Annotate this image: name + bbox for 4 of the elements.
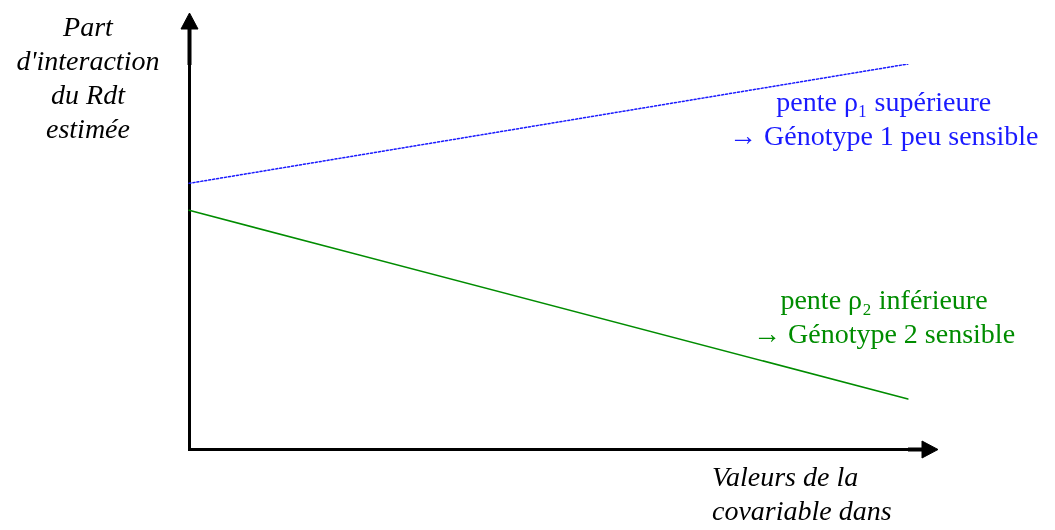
y-axis-title: Part d'interaction du Rdt estimée bbox=[15, 10, 161, 146]
series-label: pente ρ₂ inférieure → Génotype 2 sensible bbox=[753, 282, 1016, 351]
x-axis-title: Valeurs de la covariable dans bbox=[712, 460, 893, 528]
series-label: pente ρ₁ supérieure → Génotype 1 peu sensible bbox=[729, 84, 1039, 153]
